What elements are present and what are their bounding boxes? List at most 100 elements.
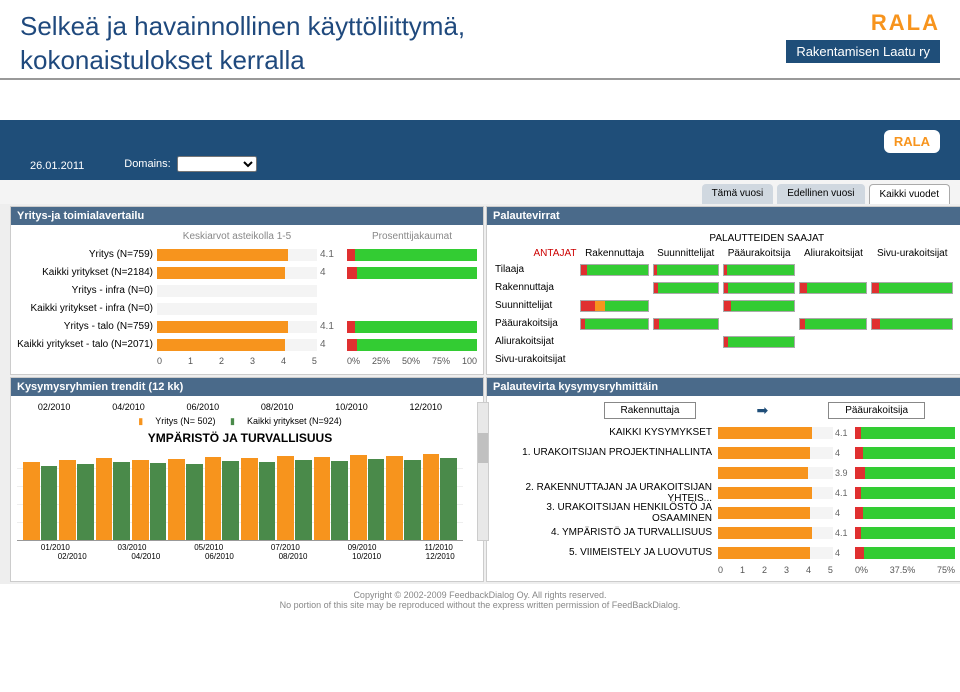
matrix-cell: [651, 351, 721, 368]
panel-feedback-flows: Palautevirrat PALAUTTEIDEN SAAJATANTAJAT…: [486, 206, 960, 375]
col-header: Suunnittelijat: [651, 246, 721, 261]
bar-pair: [386, 456, 420, 540]
panel4-axis: 012345 0%37.5%75%: [493, 565, 955, 575]
row-label: Kaikki yritykset (N=2184): [17, 267, 157, 278]
scale-bar: [718, 547, 833, 559]
row-value: 4.1: [317, 249, 337, 260]
matrix-cell: [651, 261, 721, 279]
footer-line1: Copyright © 2002-2009 FeedbackDialog Oy.…: [6, 590, 954, 600]
row-value: 4: [833, 548, 851, 558]
tab-kaikki-vuodet[interactable]: Kaikki vuodet: [869, 184, 950, 204]
bar-pair: [96, 458, 130, 540]
scale-bar: [157, 303, 317, 315]
row-label: 5. VIIMEISTELY JA LUOVUTUS: [493, 547, 718, 558]
row-label: Tilaaja: [493, 261, 578, 279]
matrix-row: Tilaaja: [493, 261, 955, 279]
legend-all: Kaikki yritykset (N=924): [247, 416, 342, 426]
matrix-cell: [578, 333, 650, 351]
bar-pair: [277, 456, 311, 540]
row-value: 4.1: [833, 488, 851, 498]
trend-bar-chart: [17, 451, 463, 541]
matrix-row: Pääurakoitsija: [493, 315, 955, 333]
bar-pair: [423, 454, 457, 540]
pct-bar: [347, 267, 477, 279]
scale-bar: [157, 249, 317, 261]
row-label: Yritys (N=759): [17, 249, 157, 260]
scale-bar: [718, 467, 833, 479]
comparison-row: Kaikki yritykset - talo (N=2071) 4: [17, 336, 477, 354]
row-label: Pääurakoitsija: [493, 315, 578, 333]
row-label: 3. URAKOITSIJAN HENKILÖSTÖ JA OSAAMINEN: [493, 502, 718, 524]
panel-company-comparison: Yritys-ja toimialavertailu Keskiarvot as…: [10, 206, 484, 375]
panel-feedback-by-group: Palautevirta kysymysryhmittäin Rakennutt…: [486, 377, 960, 582]
comparison-row: Yritys - talo (N=759) 4.1: [17, 318, 477, 336]
row-label: Kaikki yritykset - talo (N=2071): [17, 339, 157, 350]
pct-bar: [347, 249, 477, 261]
group-row: KAIKKI KYSYMYKSET4.1: [493, 423, 955, 443]
pct-bar: [855, 527, 955, 539]
tab-tämä-vuosi[interactable]: Tämä vuosi: [702, 184, 774, 204]
scale-bar: [157, 285, 317, 297]
matrix-cell: [869, 351, 955, 368]
panel2-title: Palautevirrat: [487, 207, 960, 225]
bar-pair: [23, 462, 57, 540]
panel4-col1: Rakennuttaja: [604, 402, 697, 419]
tab-edellinen-vuosi[interactable]: Edellinen vuosi: [777, 184, 864, 204]
row-label: Aliurakoitsijat: [493, 333, 578, 351]
bar-pair: [350, 455, 384, 540]
row-label: Rakennuttaja: [493, 279, 578, 297]
logo-name: RALA: [786, 10, 940, 36]
group-row: 3. URAKOITSIJAN HENKILÖSTÖ JA OSAAMINEN 4: [493, 503, 955, 523]
matrix-cell: [797, 297, 869, 315]
matrix-cell: [869, 261, 955, 279]
matrix-cell: [578, 297, 650, 315]
logo: RALA Rakentamisen Laatu ry: [786, 10, 940, 63]
panel4-title: Palautevirta kysymysryhmittäin: [487, 378, 960, 396]
panel3-section-title: YMPÄRISTÖ JA TURVALLISUUS: [17, 431, 463, 445]
row-value: 4.1: [833, 528, 851, 538]
row-value: 4: [317, 339, 337, 350]
bar-pair: [132, 460, 166, 540]
arrow-icon: ➡: [756, 402, 768, 419]
panel3-scrollbar[interactable]: [477, 402, 489, 541]
matrix-cell: [578, 351, 650, 368]
matrix-cell: [651, 333, 721, 351]
pct-bar: [347, 339, 477, 351]
logo-subtitle: Rakentamisen Laatu ry: [786, 40, 940, 63]
row-label: Kaikki yritykset - infra (N=0): [17, 303, 157, 314]
row-label: Yritys - talo (N=759): [17, 321, 157, 332]
panel1-axis: 012345 0%25%50%75%100: [17, 356, 477, 366]
row-label: Sivu-urakoitsijat: [493, 351, 578, 368]
comparison-row: Kaikki yritykset - infra (N=0): [17, 300, 477, 318]
matrix-cell: [578, 279, 650, 297]
row-value: 4.1: [317, 321, 337, 332]
matrix-cell: [869, 315, 955, 333]
dashboard: Yritys-ja toimialavertailu Keskiarvot as…: [0, 204, 960, 584]
domains-select[interactable]: [177, 156, 257, 172]
row-label: 4. YMPÄRISTÖ JA TURVALLISUUS: [493, 527, 718, 538]
app-header: 26.01.2011 Domains: RALA: [0, 120, 960, 180]
pct-bar: [855, 547, 955, 559]
row-value: 4: [833, 508, 851, 518]
footer-line2: No portion of this site may be reproduce…: [6, 600, 954, 610]
domains-filter: Domains:: [124, 156, 256, 172]
legend-company: Yritys (N= 502): [155, 416, 215, 426]
group-row: 2. RAKENNUTTAJAN JA URAKOITSIJAN YHTEIS.…: [493, 483, 955, 503]
panel3-xaxis: 01/201003/201005/201007/201009/201011/20…: [17, 543, 477, 561]
bar-pair: [241, 458, 275, 540]
panel1-title: Yritys-ja toimialavertailu: [11, 207, 483, 225]
row-value: 4: [833, 448, 851, 458]
panel4-columns: Rakennuttaja ➡ Pääurakoitsija: [493, 402, 955, 419]
bar-pair: [168, 459, 202, 540]
matrix-cell: [578, 261, 650, 279]
pct-bar: [347, 285, 477, 297]
mini-logo: RALA: [884, 130, 940, 153]
row-label: 2. RAKENNUTTAJAN JA URAKOITSIJAN YHTEIS.…: [493, 482, 718, 504]
group-row: 4. YMPÄRISTÖ JA TURVALLISUUS 4.1: [493, 523, 955, 543]
pct-bar: [855, 487, 955, 499]
pct-bar: [347, 303, 477, 315]
matrix-cell: [869, 333, 955, 351]
matrix-cell: [721, 351, 798, 368]
pct-bar: [855, 447, 955, 459]
row-value: 3.9: [833, 468, 851, 478]
